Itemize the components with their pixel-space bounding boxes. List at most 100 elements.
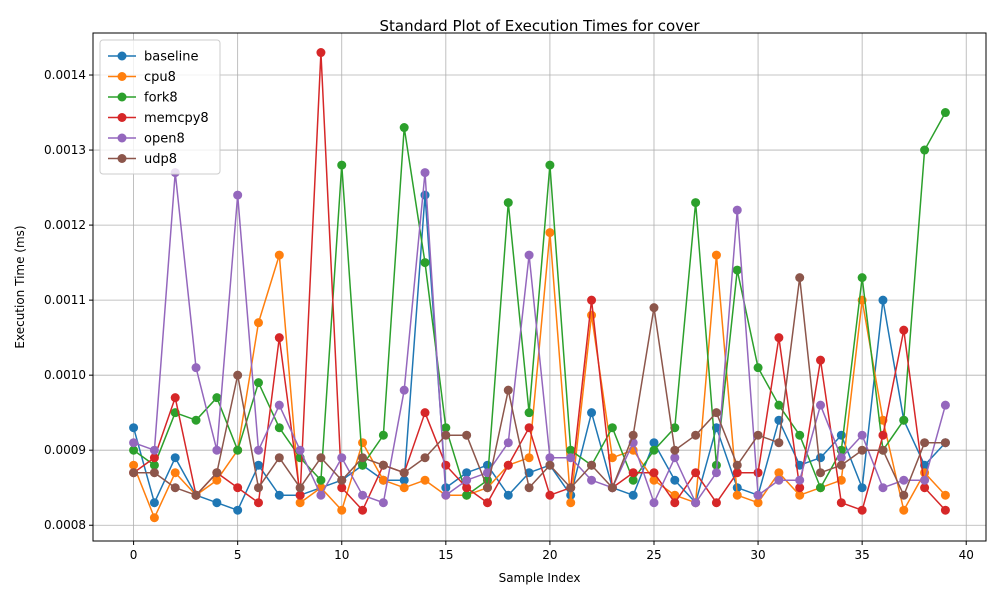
legend: baseline cpu8 fork8 memcpy8 open8 udp8 <box>99 39 221 175</box>
data-point <box>899 505 909 515</box>
data-point <box>503 490 513 500</box>
data-point <box>711 498 721 508</box>
data-point <box>899 325 909 335</box>
data-point <box>316 490 326 500</box>
y-tick-label: 0.0010 <box>44 368 86 382</box>
legend-label: udp8 <box>144 152 177 167</box>
data-point <box>545 160 555 170</box>
legend-box <box>99 39 221 175</box>
data-point <box>940 505 950 515</box>
data-point <box>503 460 513 470</box>
data-point <box>295 490 305 500</box>
data-point <box>753 490 763 500</box>
data-point <box>233 505 243 515</box>
legend-item: udp8 <box>108 152 177 167</box>
data-point <box>399 483 409 493</box>
data-point <box>878 483 888 493</box>
data-point <box>587 408 597 418</box>
legend-item: memcpy8 <box>108 111 209 126</box>
data-point <box>732 490 742 500</box>
data-point <box>378 475 388 485</box>
data-point <box>670 475 680 485</box>
data-point <box>607 453 617 463</box>
data-point <box>857 445 867 455</box>
data-point <box>378 460 388 470</box>
data-point <box>628 468 638 478</box>
data-point <box>441 460 451 470</box>
data-point <box>836 453 846 463</box>
data-point <box>545 460 555 470</box>
y-tick-label: 0.0008 <box>44 518 86 532</box>
series-line-memcpy8 <box>133 51 946 511</box>
data-point <box>149 445 159 455</box>
data-point <box>566 483 576 493</box>
data-point <box>836 460 846 470</box>
data-point <box>253 483 263 493</box>
data-point <box>774 468 784 478</box>
data-point <box>816 483 826 493</box>
data-point <box>587 295 597 305</box>
data-point <box>149 498 159 508</box>
data-point <box>711 468 721 478</box>
data-point <box>462 483 472 493</box>
data-point <box>233 483 243 493</box>
data-point <box>524 250 534 260</box>
data-point <box>670 453 680 463</box>
legend-marker <box>117 92 127 102</box>
data-point <box>670 445 680 455</box>
data-point <box>732 460 742 470</box>
legend-label: cpu8 <box>144 70 176 85</box>
data-point <box>524 423 534 433</box>
data-point <box>899 490 909 500</box>
data-point <box>295 445 305 455</box>
data-point <box>233 370 243 380</box>
x-tick-label: 40 <box>959 548 974 562</box>
data-point <box>337 505 347 515</box>
data-point <box>337 475 347 485</box>
data-point <box>587 475 597 485</box>
series-line-udp8 <box>133 276 946 496</box>
data-point <box>420 475 430 485</box>
data-point <box>170 468 180 478</box>
series-line-open8 <box>133 171 947 504</box>
data-point <box>711 408 721 418</box>
data-point <box>857 505 867 515</box>
x-tick-label: 0 <box>130 548 138 562</box>
series-line-fork8 <box>133 112 947 496</box>
x-axis-label: Sample Index <box>499 571 581 585</box>
data-point <box>940 438 950 448</box>
data-point <box>878 430 888 440</box>
y-axis-ticks: 0.0008 0.0009 0.0010 0.0011 0.0012 0.0013 0.00… <box>44 68 93 532</box>
data-point <box>566 498 576 508</box>
data-point <box>836 498 846 508</box>
x-tick-label: 15 <box>438 548 453 562</box>
data-point <box>524 483 534 493</box>
data-point <box>670 490 680 500</box>
data-point <box>358 460 368 470</box>
data-point <box>649 498 659 508</box>
x-tick-label: 35 <box>855 548 870 562</box>
data-point <box>649 445 659 455</box>
data-point <box>732 468 742 478</box>
data-point <box>920 475 930 485</box>
data-point <box>149 453 159 463</box>
data-point <box>316 475 326 485</box>
data-point <box>649 438 659 448</box>
legend-marker <box>117 72 127 81</box>
data-point <box>462 430 472 440</box>
series-fork8 <box>129 108 950 500</box>
data-point <box>899 475 909 485</box>
data-point <box>337 483 347 493</box>
data-point <box>940 490 950 500</box>
data-point <box>358 453 368 463</box>
data-point <box>378 430 388 440</box>
data-point <box>274 333 284 343</box>
data-point <box>274 490 284 500</box>
data-point <box>711 250 721 260</box>
data-point <box>462 490 472 500</box>
data-point <box>649 475 659 485</box>
data-point <box>566 445 576 455</box>
data-point <box>191 415 201 425</box>
